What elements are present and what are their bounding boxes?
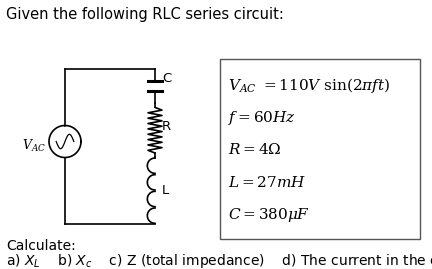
- Text: a) $X_L$    b) $X_c$    c) Z (total impedance)    d) The current in the circuit: a) $X_L$ b) $X_c$ c) Z (total impedance)…: [6, 252, 432, 269]
- Text: Calculate:: Calculate:: [6, 239, 76, 253]
- FancyBboxPatch shape: [220, 59, 420, 239]
- Text: $L = 27mH$: $L = 27mH$: [228, 175, 306, 190]
- Text: $C = 380\mu F$: $C = 380\mu F$: [228, 206, 310, 224]
- Text: R: R: [162, 120, 171, 133]
- Text: $V_{AC}\ =110V\ \sin(2\pi ft)$: $V_{AC}\ =110V\ \sin(2\pi ft)$: [228, 76, 391, 95]
- Text: C: C: [162, 72, 171, 84]
- Text: $R = 4\Omega$: $R = 4\Omega$: [228, 143, 282, 158]
- Text: $f = 60Hz$: $f = 60Hz$: [228, 109, 296, 127]
- Text: L: L: [162, 184, 169, 197]
- Text: Given the following RLC series circuit:: Given the following RLC series circuit:: [6, 7, 284, 22]
- Text: $V_{AC}$: $V_{AC}$: [22, 137, 46, 154]
